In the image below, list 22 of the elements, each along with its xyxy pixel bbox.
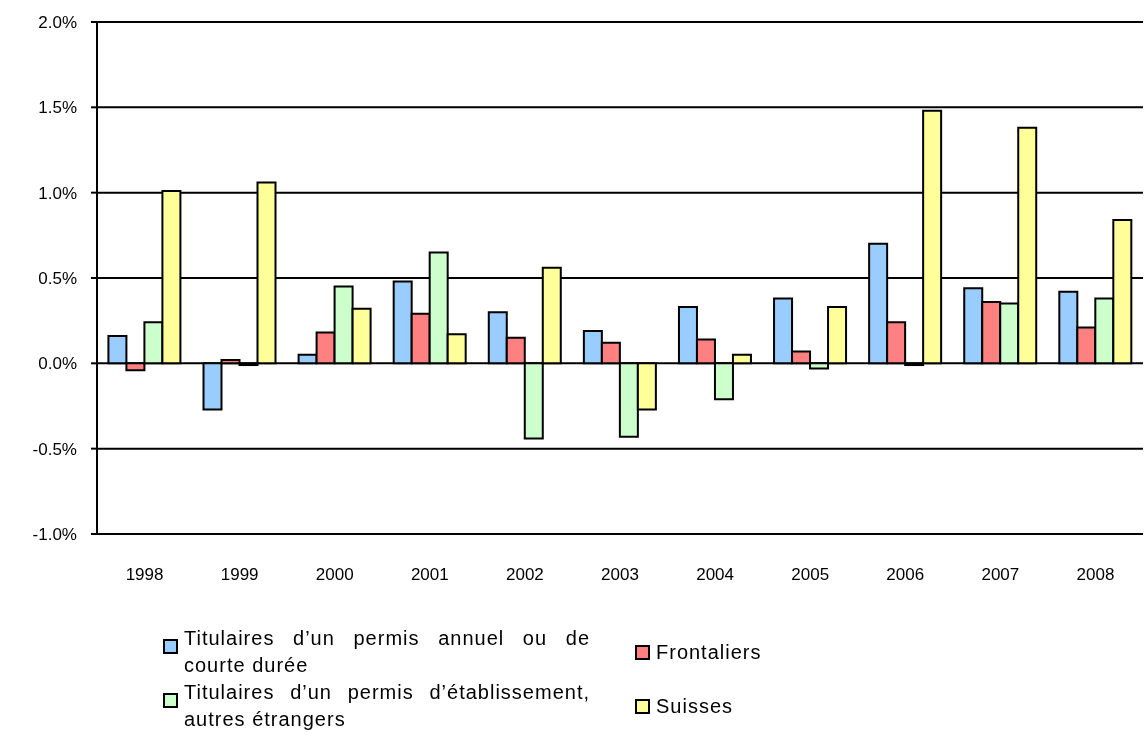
x-tick-label: 2002 (506, 565, 544, 585)
y-tick-label: 2.0% (38, 13, 77, 33)
x-tick-label: 2004 (696, 565, 734, 585)
x-tick-label: 1998 (125, 565, 164, 585)
y-tick-label: 1.5% (38, 98, 77, 118)
y-tick-label: 0.0% (38, 354, 77, 374)
x-tick-label: 1999 (220, 565, 259, 585)
legend-label: Titulaires d’un permis d’établissement, autres étrangers (184, 680, 590, 732)
x-tick-label: 2006 (886, 565, 925, 585)
y-tick-label: 0.5% (38, 269, 77, 289)
legend-label: Frontaliers (656, 639, 763, 665)
x-tick-label: 2008 (1076, 565, 1115, 585)
legend-label: Suisses (656, 693, 735, 719)
x-tick-label: 2003 (601, 565, 639, 585)
x-tick-label: 2007 (981, 565, 1020, 585)
y-tick-label: 1.0% (38, 183, 77, 203)
x-tick-label: 2001 (410, 565, 449, 585)
y-tick-label: -1.0% (32, 525, 77, 545)
legend-label: Titulaires d’un permis annuel ou de courte durée (184, 626, 590, 678)
x-tick-label: 2005 (791, 565, 830, 585)
x-tick-label: 2000 (315, 565, 354, 585)
y-tick-label: -0.5% (32, 439, 77, 459)
